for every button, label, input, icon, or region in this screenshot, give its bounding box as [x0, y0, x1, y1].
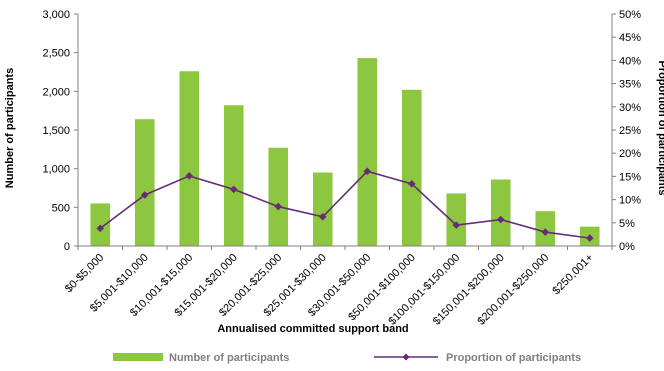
legend: Number of participants Proportion of par… — [113, 352, 581, 364]
y-axis-title: Number of participants — [4, 68, 16, 188]
x-axis-ticks: $0-$5,000$5,001-$10,000$10,001-$15,000$1… — [63, 246, 613, 328]
legend-bar-label: Number of participants — [169, 352, 289, 364]
line-point — [140, 191, 149, 199]
line-point — [585, 234, 594, 242]
y-tick-label: 500 — [52, 202, 70, 214]
bar — [223, 105, 244, 247]
bar — [312, 172, 333, 246]
y2-tick-label: 30% — [619, 102, 641, 114]
axes — [77, 14, 613, 247]
bar — [357, 58, 378, 246]
y-tick-label: 2,500 — [42, 48, 70, 60]
legend-line-marker — [402, 353, 410, 361]
y2-tick-label: 0% — [619, 241, 635, 253]
line-point — [229, 185, 238, 194]
line-series — [96, 167, 594, 242]
line-point — [185, 172, 194, 180]
y2-tick-label: 20% — [619, 148, 641, 160]
line-point — [541, 228, 550, 236]
line-path — [99, 170, 590, 239]
legend-bar-swatch — [113, 353, 163, 361]
y2-axis-ticks: 0% 5% 10% 15% 20% 25% 30% 35% 40% 45% 50% — [612, 9, 641, 253]
bar — [401, 89, 422, 246]
line-point — [452, 221, 461, 229]
x-axis-title: Annualised committed support band — [217, 323, 408, 335]
y-tick-label: 3,000 — [42, 9, 70, 21]
y2-tick-label: 10% — [619, 195, 641, 207]
y-tick-label: 1,500 — [42, 125, 70, 137]
y2-tick-label: 25% — [619, 125, 641, 137]
line-point — [363, 167, 372, 176]
bar — [446, 193, 467, 246]
line-point — [318, 212, 327, 221]
y-tick-label: 0 — [64, 241, 70, 253]
bar — [134, 119, 155, 246]
y2-tick-label: 5% — [619, 218, 635, 230]
line-point — [496, 215, 505, 224]
line-point — [96, 224, 105, 233]
bar-series — [90, 58, 600, 247]
y2-axis-title: Proportion of participants — [656, 60, 664, 195]
y-tick-label: 2,000 — [42, 86, 70, 98]
y2-tick-label: 15% — [619, 171, 641, 183]
y2-tick-label: 45% — [619, 32, 641, 44]
y2-tick-label: 40% — [619, 55, 641, 67]
bar — [490, 179, 511, 246]
x-tick-label: $0-$5,000 — [63, 252, 107, 296]
line-point — [407, 180, 416, 188]
line-point — [274, 202, 283, 211]
x-tick-label: $250,001+ — [550, 252, 595, 297]
y-axis-ticks: 0 500 1,000 1,500 2,000 2,500 3,000 — [42, 9, 78, 253]
y-tick-label: 1,000 — [42, 164, 70, 176]
bar — [179, 71, 200, 246]
y2-tick-label: 50% — [619, 9, 641, 21]
bar — [268, 147, 289, 246]
y2-tick-label: 35% — [619, 79, 641, 91]
legend-line-label: Proportion of participants — [446, 352, 581, 364]
